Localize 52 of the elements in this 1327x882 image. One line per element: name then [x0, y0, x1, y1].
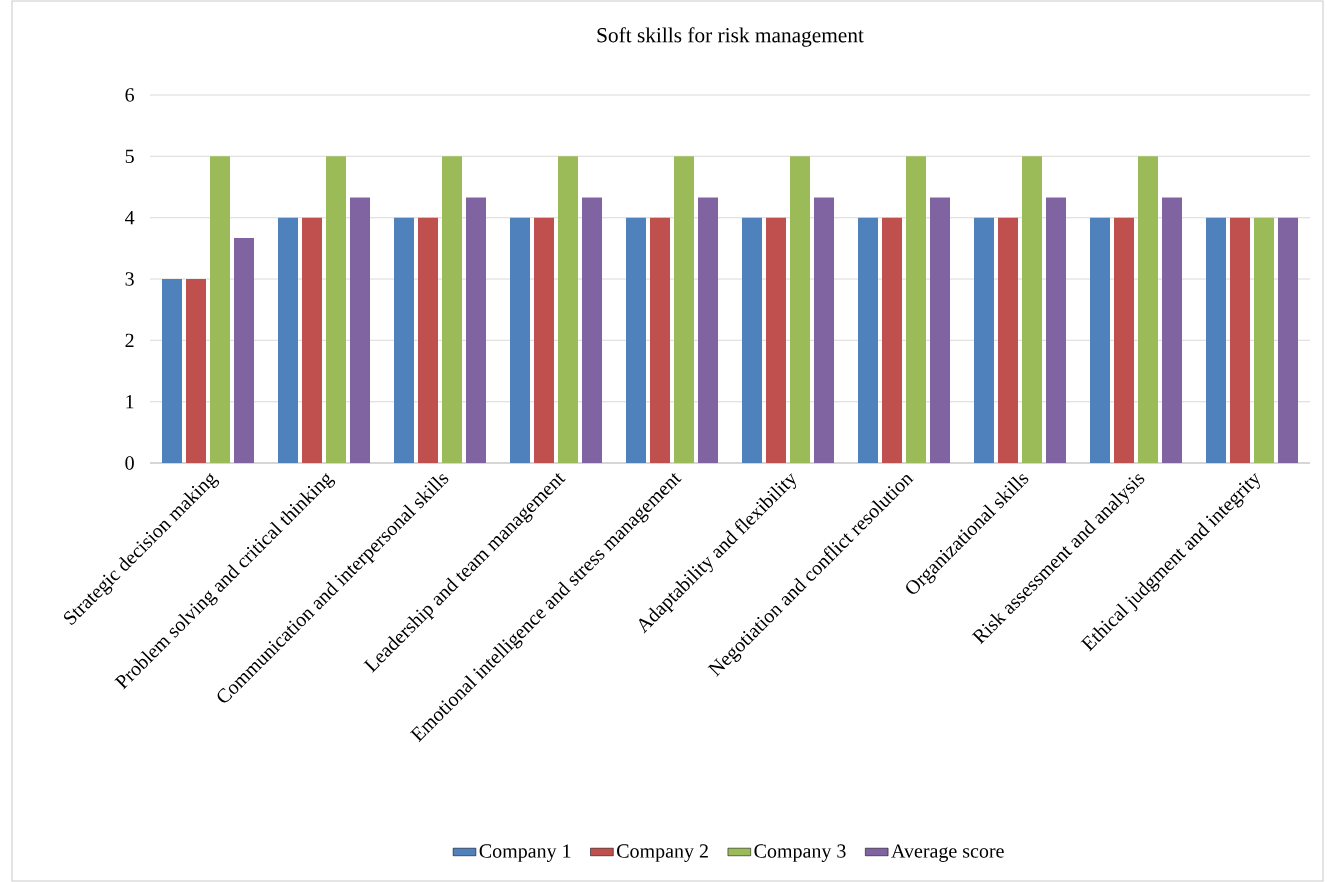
bar — [1138, 156, 1159, 463]
y-tick-label: 0 — [125, 456, 134, 470]
bar — [186, 279, 206, 463]
bar — [350, 197, 370, 463]
legend-label: Company 3 — [754, 844, 846, 862]
legend-label: Average score — [891, 844, 1004, 862]
bar — [1278, 217, 1299, 463]
bar — [674, 156, 695, 463]
bar — [1206, 217, 1227, 463]
bar — [1022, 156, 1043, 463]
bar — [326, 156, 346, 463]
bar — [650, 217, 670, 463]
bar — [858, 217, 878, 463]
bar — [442, 156, 462, 463]
bar — [582, 197, 603, 463]
bar — [510, 217, 530, 463]
bar — [466, 197, 486, 463]
bar — [234, 237, 254, 463]
y-tick-label: 6 — [125, 88, 135, 102]
bar — [1162, 197, 1183, 463]
bar — [698, 197, 719, 463]
bar — [1114, 217, 1135, 463]
legend-label: Company 1 — [479, 844, 571, 862]
bar — [998, 217, 1019, 463]
bar — [974, 217, 995, 463]
legend-label: Company 2 — [617, 844, 708, 862]
bar — [882, 217, 903, 463]
bar — [742, 217, 762, 463]
bar — [766, 217, 787, 463]
bar — [534, 217, 554, 463]
y-tick-label: 3 — [125, 272, 134, 286]
bar — [930, 197, 951, 463]
bar — [814, 197, 835, 463]
bar — [418, 217, 438, 463]
bar — [558, 156, 578, 463]
chart-title: Soft skills for risk management — [597, 27, 864, 47]
bar — [1090, 217, 1111, 463]
y-tick-label: 4 — [125, 211, 135, 225]
bar — [162, 279, 183, 463]
bar — [394, 217, 414, 463]
bar — [278, 217, 298, 463]
bar — [302, 217, 322, 463]
bar — [1046, 197, 1067, 463]
y-tick-label: 1 — [126, 395, 134, 409]
bar — [790, 156, 811, 463]
bar — [906, 156, 927, 463]
bar — [210, 156, 230, 463]
y-tick-label: 2 — [125, 333, 134, 347]
bar — [626, 217, 646, 463]
bar — [1254, 217, 1275, 463]
y-tick-label: 5 — [125, 149, 134, 163]
bar — [1230, 217, 1251, 463]
